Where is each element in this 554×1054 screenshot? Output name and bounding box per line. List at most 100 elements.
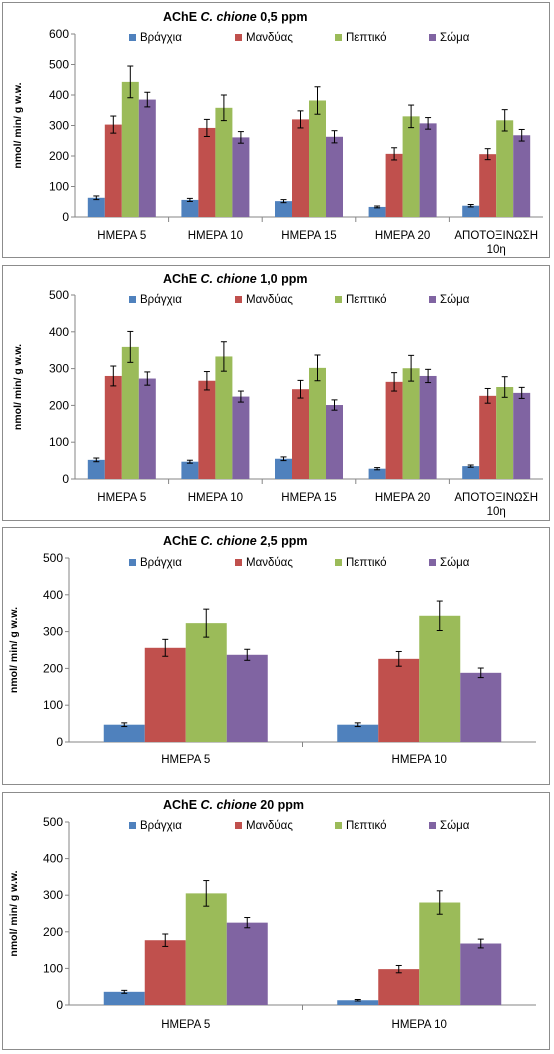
bar-μανδύας-cat-2 xyxy=(378,658,420,742)
chart-panel-1-0-ppm: AChE C. chione 1,0 ppm nmol/ min/ g w.w. 0… xyxy=(2,265,550,521)
bar-σώμα-cat-2 xyxy=(232,137,250,217)
bar-chart-1-0-ppm: AChE C. chione 1,0 ppm nmol/ min/ g w.w. 0… xyxy=(12,272,543,518)
y-tick-label: 200 xyxy=(49,398,69,412)
bar-chart-2-5-ppm: AChE C. chione 2,5 ppm nmol/ min/ g w.w. 0… xyxy=(8,534,536,766)
bar-μανδύας-cat-1 xyxy=(144,647,186,742)
legend-swatch-βράγχια xyxy=(129,34,136,41)
bar-βράγχια-cat-4 xyxy=(368,468,386,479)
y-tick-label: 300 xyxy=(49,119,69,133)
y-tick-label: 300 xyxy=(43,625,63,639)
y-tick-label: 400 xyxy=(49,88,69,102)
chart-panel-20-ppm: AChE C. chione 20 ppm nmol/ min/ g w.w. 0 1… xyxy=(2,792,550,1050)
bar-chart-20-ppm: AChE C. chione 20 ppm nmol/ min/ g w.w. 0 1… xyxy=(8,798,536,1031)
x-category-label: ΗΜΕΡΑ 10 xyxy=(392,754,447,766)
x-category-label: ΑΠΟΤΟΞΙΝΩΣΗ xyxy=(454,492,538,504)
bar-βράγχια-cat-2 xyxy=(337,724,379,742)
legend-swatch-βράγχια xyxy=(129,296,136,303)
bar-μανδύας-cat-2 xyxy=(198,380,216,479)
bar-βράγχια-cat-1 xyxy=(87,459,105,479)
legend-label-πεπτικό: Πεπτικό xyxy=(346,820,386,832)
bar-πεπτικό-cat-2 xyxy=(419,615,461,742)
legend-label-βράγχια: Βράγχια xyxy=(140,820,182,832)
y-axis-label: nmol/ min/ g w.w. xyxy=(12,344,24,430)
bar-βράγχια-cat-1 xyxy=(87,197,105,217)
legend-swatch-μανδύας xyxy=(235,559,242,566)
legend-label-σώμα: Σώμα xyxy=(440,294,470,306)
y-tick-label: 300 xyxy=(43,888,63,902)
y-tick-label: 300 xyxy=(49,362,69,376)
y-tick-label: 500 xyxy=(43,815,63,829)
legend-swatch-πεπτικό xyxy=(335,34,342,41)
x-category-label: ΗΜΕΡΑ 5 xyxy=(161,1019,210,1031)
legend-label-μανδύας: Μανδύας xyxy=(246,32,293,44)
chart-panel-0-5-ppm: AChE C. chione 0,5 ppm nmol/ min/ g w.w. 0… xyxy=(2,2,550,258)
x-category-label: ΗΜΕΡΑ 5 xyxy=(97,230,146,242)
y-tick-label: 0 xyxy=(56,998,63,1012)
bar-πεπτικό-cat-2 xyxy=(419,902,461,1005)
x-category-label: ΗΜΕΡΑ 5 xyxy=(161,754,210,766)
bar-βράγχια-cat-4 xyxy=(368,206,386,217)
bar-βράγχια-cat-1 xyxy=(103,724,145,742)
bar-πεπτικό-cat-2 xyxy=(215,107,233,217)
x-category-label: ΗΜΕΡΑ 15 xyxy=(281,492,336,504)
bar-σώμα-cat-1 xyxy=(138,99,156,217)
bar-πεπτικό-cat-5 xyxy=(496,120,514,217)
legend-label-μανδύας: Μανδύας xyxy=(246,294,293,306)
y-tick-label: 100 xyxy=(49,180,69,194)
legend-label-σώμα: Σώμα xyxy=(440,557,470,569)
y-tick-label: 200 xyxy=(43,661,63,675)
legend-label-σώμα: Σώμα xyxy=(440,820,470,832)
chart-panel-2-5-ppm: AChE C. chione 2,5 ppm nmol/ min/ g w.w. 0… xyxy=(2,527,550,785)
bar-σώμα-cat-1 xyxy=(226,922,268,1005)
bar-βράγχια-cat-5 xyxy=(462,466,480,479)
legend-label-μανδύας: Μανδύας xyxy=(246,557,293,569)
bar-βράγχια-cat-2 xyxy=(337,1000,379,1005)
bar-πεπτικό-cat-1 xyxy=(121,81,139,217)
bar-σώμα-cat-2 xyxy=(460,943,502,1005)
bar-πεπτικό-cat-4 xyxy=(402,368,420,479)
x-category-label: ΗΜΕΡΑ 10 xyxy=(392,1019,447,1031)
y-tick-label: 500 xyxy=(49,58,69,72)
bar-σώμα-cat-3 xyxy=(326,405,343,479)
bar-μανδύας-cat-1 xyxy=(104,375,122,479)
chart-title: AChE C. chione 20 ppm xyxy=(163,798,304,812)
legend-label-βράγχια: Βράγχια xyxy=(140,294,182,306)
legend-label-σώμα: Σώμα xyxy=(440,32,470,44)
y-tick-label: 400 xyxy=(43,852,63,866)
y-tick-label: 500 xyxy=(43,551,63,565)
bar-μανδύας-cat-1 xyxy=(104,124,122,217)
y-tick-label: 100 xyxy=(43,961,63,975)
x-category-label: ΑΠΟΤΟΞΙΝΩΣΗ xyxy=(454,230,538,242)
bar-πεπτικό-cat-5 xyxy=(496,387,514,479)
y-tick-label: 400 xyxy=(49,325,69,339)
y-tick-label: 200 xyxy=(49,149,69,163)
bar-μανδύας-cat-2 xyxy=(378,969,420,1005)
x-category-label: 10η xyxy=(487,506,506,518)
legend-swatch-βράγχια xyxy=(129,559,136,566)
legend-swatch-σώμα xyxy=(429,822,436,829)
bar-μανδύας-cat-4 xyxy=(385,381,403,479)
legend-swatch-πεπτικό xyxy=(335,559,342,566)
y-tick-label: 100 xyxy=(43,698,63,712)
legend-swatch-σώμα xyxy=(429,296,436,303)
legend-swatch-σώμα xyxy=(429,559,436,566)
legend-swatch-μανδύας xyxy=(235,34,242,41)
legend-label-βράγχια: Βράγχια xyxy=(140,32,182,44)
y-tick-label: 500 xyxy=(49,288,69,302)
chart-title: AChE C. chione 1,0 ppm xyxy=(163,272,307,286)
x-category-label: ΗΜΕΡΑ 20 xyxy=(375,230,430,242)
bar-σώμα-cat-5 xyxy=(513,135,531,217)
y-tick-label: 200 xyxy=(43,925,63,939)
bar-πεπτικό-cat-3 xyxy=(309,367,326,479)
x-category-label: ΗΜΕΡΑ 10 xyxy=(188,492,243,504)
y-axis-label: nmol/ min/ g w.w. xyxy=(8,607,20,693)
bar-σώμα-cat-2 xyxy=(460,672,502,742)
bar-σώμα-cat-1 xyxy=(226,654,268,742)
legend-swatch-πεπτικό xyxy=(335,296,342,303)
bar-μανδύας-cat-4 xyxy=(385,153,403,217)
bar-πεπτικό-cat-3 xyxy=(309,100,326,217)
y-tick-label: 600 xyxy=(49,27,69,41)
y-axis-label: nmol/ min/ g w.w. xyxy=(12,82,24,168)
y-tick-label: 100 xyxy=(49,435,69,449)
legend-label-μανδύας: Μανδύας xyxy=(246,820,293,832)
